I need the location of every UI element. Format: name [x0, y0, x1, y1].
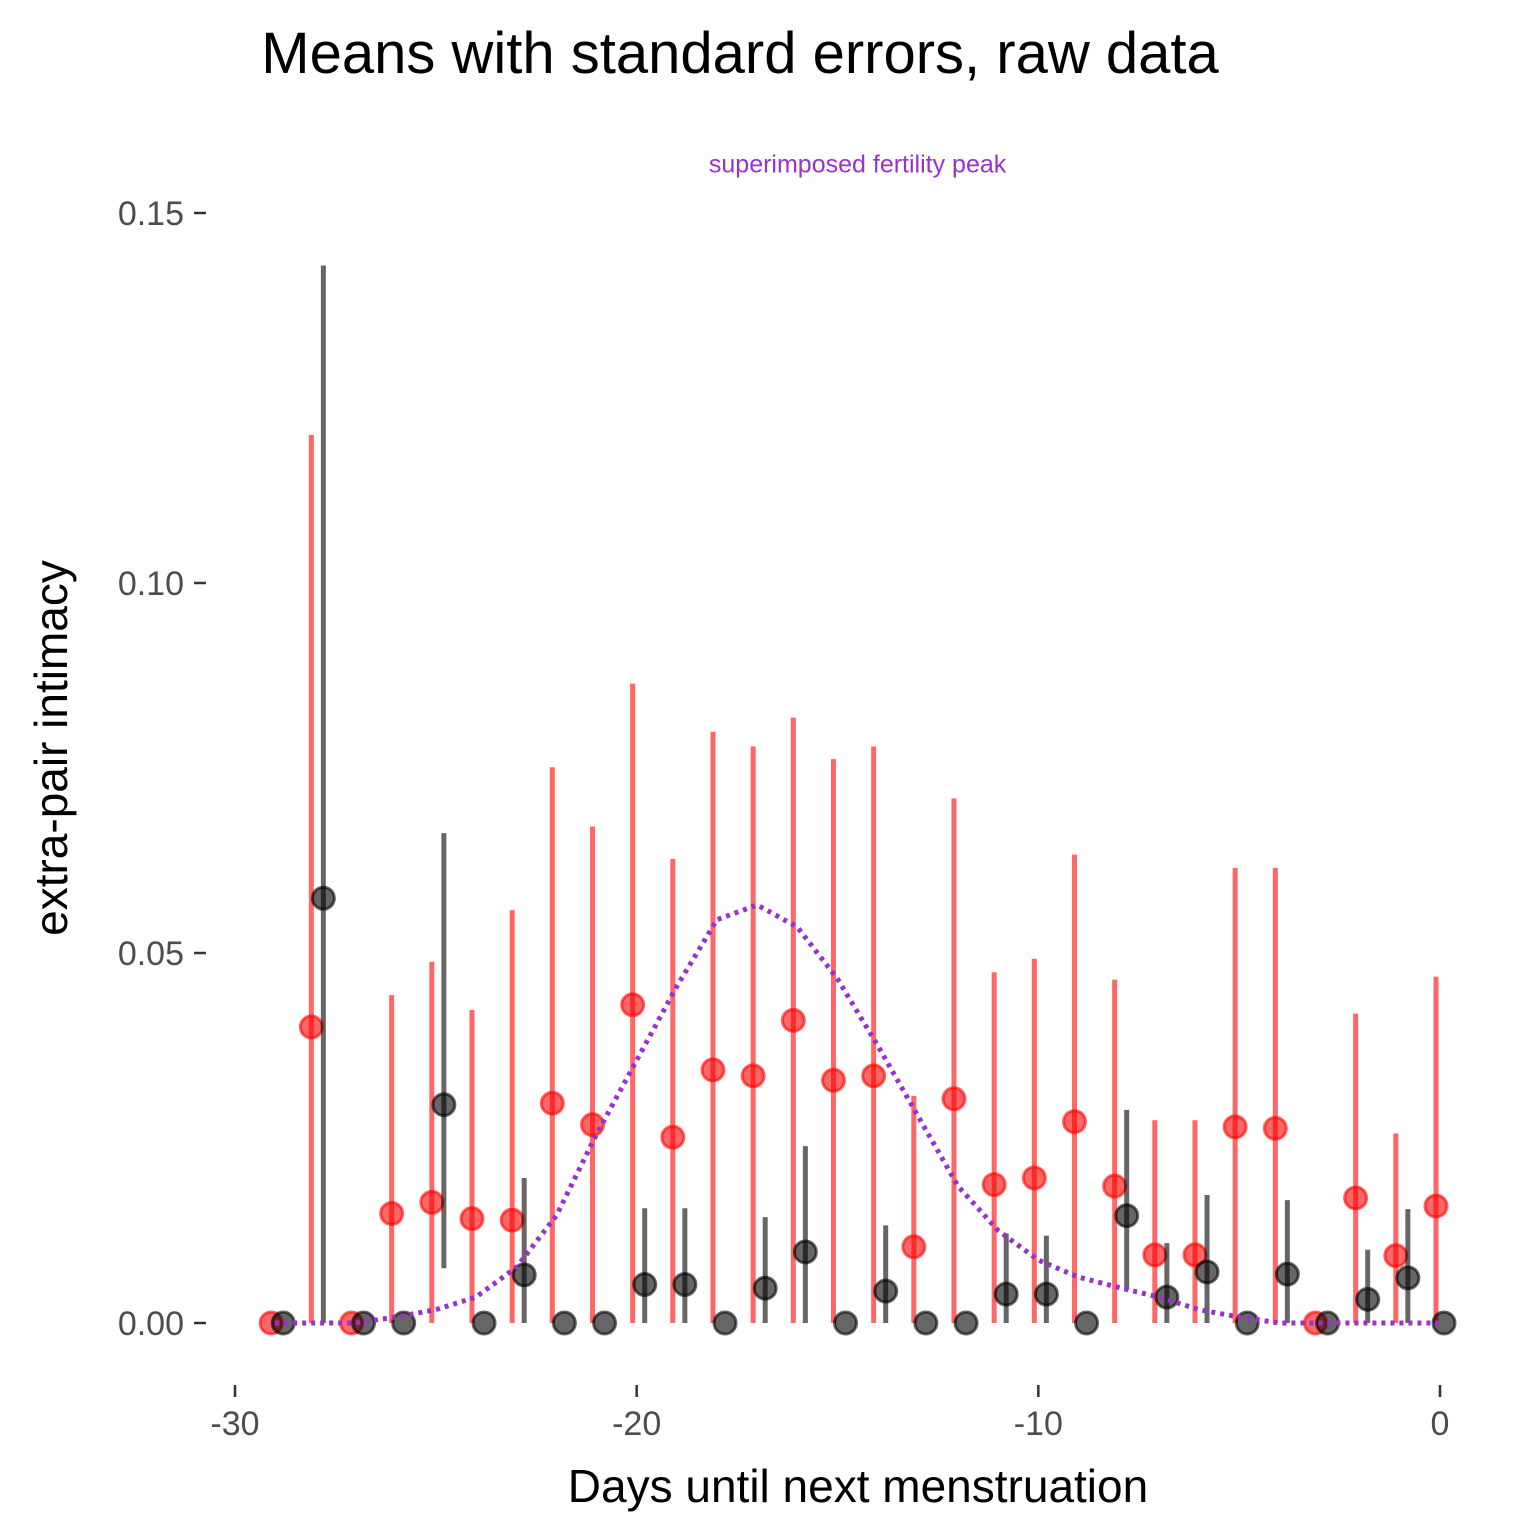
data-point	[298, 1014, 324, 1040]
data-point	[1102, 1173, 1128, 1199]
data-point	[419, 1189, 445, 1215]
data-point	[1033, 1281, 1059, 1307]
data-point	[632, 1272, 658, 1298]
data-point	[1021, 1165, 1047, 1191]
y-tick-label: 0.10	[118, 565, 184, 603]
data-point	[1154, 1284, 1180, 1310]
data-point	[740, 1063, 766, 1089]
data-point	[752, 1275, 778, 1301]
y-tick-label: 0.00	[118, 1305, 184, 1343]
data-point	[351, 1310, 377, 1336]
data-point	[672, 1272, 698, 1298]
data-point	[471, 1310, 497, 1336]
data-point	[780, 1007, 806, 1033]
data-point	[913, 1310, 939, 1336]
data-point	[712, 1310, 738, 1336]
fertility-curve-line	[275, 902, 1440, 1326]
x-tick-label: -10	[1014, 1405, 1063, 1443]
x-tick-label: -30	[210, 1405, 259, 1443]
data-point	[539, 1090, 565, 1116]
data-point	[873, 1278, 899, 1304]
data-point	[1383, 1243, 1409, 1269]
data-point	[1074, 1310, 1100, 1336]
data-point	[700, 1057, 726, 1083]
data-point	[1194, 1259, 1220, 1285]
data-point	[391, 1310, 417, 1336]
data-point	[459, 1206, 485, 1232]
data-point	[660, 1124, 686, 1150]
y-tick-label: 0.15	[118, 195, 184, 233]
data-point	[1431, 1310, 1457, 1336]
data-point	[1343, 1185, 1369, 1211]
data-point	[1262, 1115, 1288, 1141]
data-point	[792, 1239, 818, 1265]
data-point	[901, 1234, 927, 1260]
series-black	[270, 265, 1457, 1336]
data-point	[1222, 1114, 1248, 1140]
data-point	[592, 1310, 618, 1336]
x-tick-label: 0	[1431, 1405, 1450, 1443]
data-point	[1355, 1286, 1381, 1312]
data-point	[431, 1092, 457, 1118]
data-point	[1423, 1193, 1449, 1219]
x-tick-label: -20	[612, 1405, 661, 1443]
data-point	[511, 1262, 537, 1288]
x-axis: -30 -20 -10 0	[210, 1385, 1449, 1443]
y-axis: 0.00 0.05 0.10 0.15	[118, 195, 206, 1343]
data-point	[1114, 1203, 1140, 1229]
data-point	[1274, 1261, 1300, 1287]
data-point	[941, 1086, 967, 1112]
data-point	[310, 885, 336, 911]
fertility-curve-layer	[275, 902, 1440, 1326]
fertility-peak-annotation: superimposed fertility peak	[709, 150, 1007, 178]
y-tick-label: 0.05	[118, 935, 184, 973]
data-point	[993, 1281, 1019, 1307]
x-axis-title: Days until next menstruation	[568, 1460, 1148, 1512]
data-point	[953, 1310, 979, 1336]
data-point	[1061, 1109, 1087, 1135]
data-point	[1142, 1242, 1168, 1268]
data-point	[579, 1112, 605, 1138]
data-point	[379, 1200, 405, 1226]
series-red	[258, 435, 1449, 1336]
data-point	[1395, 1265, 1421, 1291]
chart-title: Means with standard errors, raw data	[261, 21, 1219, 86]
data-point	[499, 1207, 525, 1233]
data-point	[620, 992, 646, 1018]
series-layer	[258, 265, 1457, 1336]
data-point	[820, 1067, 846, 1093]
data-point	[551, 1310, 577, 1336]
y-axis-title: extra-pair intimacy	[25, 560, 77, 936]
data-point	[981, 1172, 1007, 1198]
data-point	[861, 1063, 887, 1089]
data-point	[833, 1310, 859, 1336]
